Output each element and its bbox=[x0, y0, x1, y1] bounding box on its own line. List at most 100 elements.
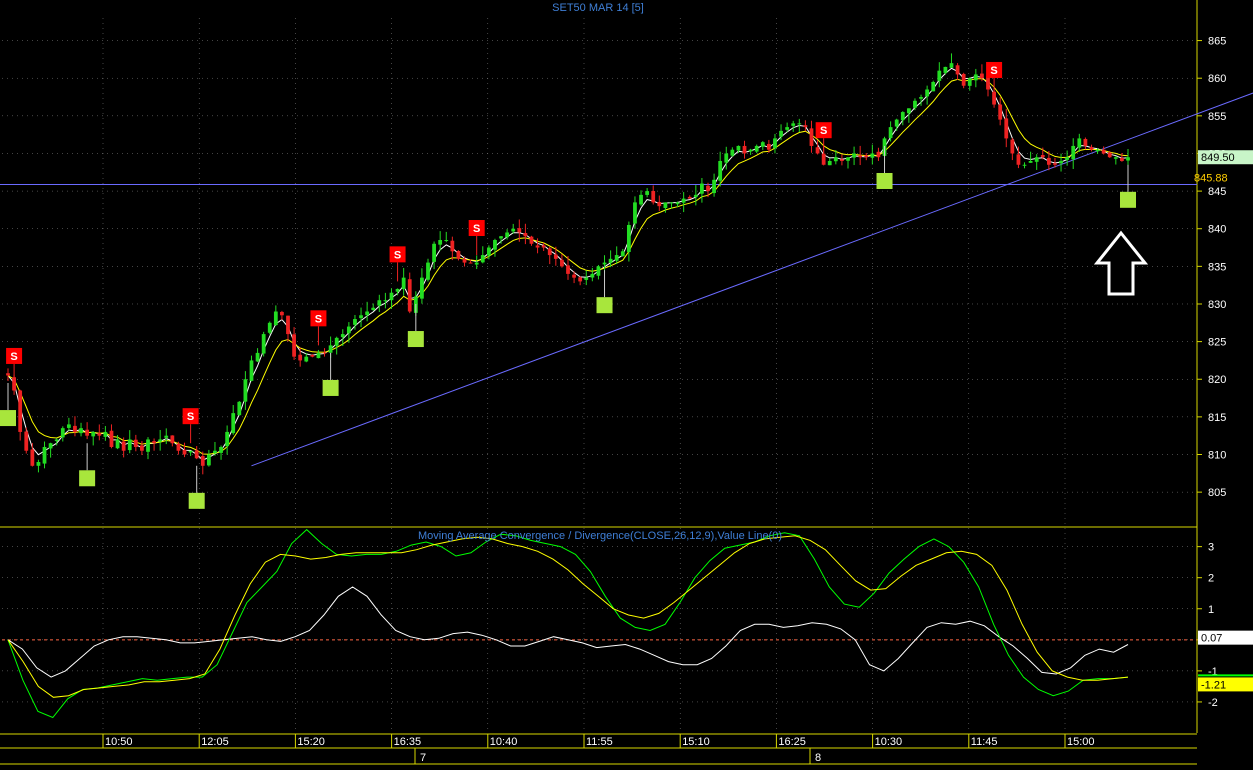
candle-body bbox=[833, 157, 838, 162]
candle-body bbox=[572, 274, 576, 278]
candle-body bbox=[980, 73, 984, 79]
candle-body bbox=[718, 160, 723, 181]
time-axis: 10:50 12:05 15:20 16:35 10:40 11:55 15:10 16:25… bbox=[0, 733, 1197, 765]
candle-body bbox=[1083, 138, 1088, 146]
time-tick-label: 11:45 bbox=[971, 736, 998, 748]
time-tick-label: 12:05 bbox=[201, 736, 229, 748]
candle-body bbox=[919, 97, 923, 99]
day-label: 8 bbox=[815, 752, 821, 764]
candle-body bbox=[280, 311, 284, 316]
candle-body bbox=[30, 449, 35, 466]
candle-body bbox=[255, 352, 260, 362]
candle-body bbox=[560, 259, 564, 267]
macd-series-line bbox=[7, 535, 1129, 698]
candle-body bbox=[791, 123, 796, 126]
candle-body bbox=[754, 145, 759, 152]
buy-signal-box bbox=[596, 297, 613, 314]
candle-body bbox=[450, 240, 455, 252]
candle-body bbox=[377, 300, 382, 306]
candle-body bbox=[967, 78, 972, 86]
candle-body bbox=[85, 429, 90, 436]
candle-body bbox=[493, 240, 497, 250]
candle-body bbox=[359, 315, 363, 319]
candle-body bbox=[103, 431, 108, 437]
candle-body bbox=[712, 179, 716, 194]
candle-body bbox=[91, 431, 96, 437]
sell-signal-label: S bbox=[820, 125, 827, 137]
candle-body bbox=[194, 450, 199, 459]
sell-signal-box bbox=[6, 347, 23, 364]
candle-body bbox=[608, 258, 613, 263]
sell-signal-box bbox=[468, 220, 485, 237]
candle-body bbox=[584, 277, 589, 280]
signals: S S S S S S S bbox=[0, 61, 1136, 509]
candle-body bbox=[182, 449, 187, 455]
price-grid bbox=[0, 0, 1198, 733]
macd-value-label: 0.07 bbox=[1201, 633, 1222, 645]
candle-body bbox=[876, 151, 881, 158]
candle-body bbox=[24, 431, 29, 451]
time-tick-label: 10:30 bbox=[875, 736, 903, 748]
candle-body bbox=[115, 439, 120, 449]
candle-body bbox=[1077, 138, 1082, 148]
candle-body bbox=[225, 431, 230, 447]
candle-body bbox=[1059, 160, 1063, 164]
candle-body bbox=[894, 119, 899, 127]
up-arrow-icon bbox=[1093, 230, 1149, 296]
candle-body bbox=[614, 255, 619, 261]
candle-body bbox=[304, 356, 309, 362]
candle-body bbox=[286, 315, 290, 335]
candle-body bbox=[858, 155, 863, 158]
candle-body bbox=[353, 319, 357, 325]
macd-tick-label: 1 bbox=[1208, 604, 1214, 616]
buy-signal-box bbox=[407, 331, 424, 348]
macd-tick-label: 2 bbox=[1208, 573, 1214, 585]
price-tick-label: 835 bbox=[1208, 261, 1226, 273]
macd-series-line bbox=[7, 586, 1129, 678]
macd-tick-label: -1 bbox=[1208, 666, 1218, 678]
candle-body bbox=[456, 250, 461, 259]
candle-body bbox=[444, 240, 449, 242]
candle-body bbox=[998, 104, 1003, 120]
up-arrow-shape bbox=[1093, 230, 1149, 296]
candle-body bbox=[578, 277, 583, 282]
candle-body bbox=[328, 345, 333, 353]
macd-lines bbox=[7, 528, 1129, 719]
candle-body bbox=[322, 352, 327, 354]
candle-body bbox=[474, 262, 479, 265]
candle-body bbox=[748, 149, 753, 152]
macd-tick-label: -2 bbox=[1208, 697, 1218, 709]
candle-body bbox=[310, 354, 315, 357]
candle-body bbox=[724, 153, 729, 163]
candle-body bbox=[736, 145, 741, 151]
buy-signal-box bbox=[79, 470, 96, 487]
candle-body bbox=[681, 198, 686, 203]
trendline bbox=[251, 92, 1253, 467]
candle-body bbox=[535, 245, 540, 248]
time-tick-label: 11:55 bbox=[586, 736, 613, 748]
candle-body bbox=[346, 326, 351, 334]
candle-body bbox=[152, 441, 156, 444]
buy-signal-box bbox=[188, 492, 205, 509]
candle-body bbox=[1022, 164, 1027, 166]
candle-body bbox=[60, 428, 65, 438]
price-tick-label: 840 bbox=[1208, 224, 1226, 236]
candle-body bbox=[1034, 157, 1039, 162]
candle-body bbox=[596, 266, 601, 276]
candle-body bbox=[846, 157, 850, 161]
candle-body bbox=[1107, 152, 1112, 158]
candle-body bbox=[553, 254, 558, 259]
candle-body bbox=[541, 245, 546, 248]
last-price-badge bbox=[1198, 150, 1253, 165]
candle-body bbox=[1028, 160, 1033, 163]
candle-body bbox=[1120, 158, 1124, 161]
candle-body bbox=[906, 108, 911, 114]
price-tick-label: 865 bbox=[1208, 36, 1226, 48]
candle-body bbox=[1071, 145, 1076, 160]
candle-body bbox=[937, 70, 942, 81]
sell-signal-label: S bbox=[187, 411, 194, 423]
candle-body bbox=[760, 142, 765, 147]
candle-body bbox=[499, 236, 503, 239]
candle-body bbox=[992, 91, 996, 105]
